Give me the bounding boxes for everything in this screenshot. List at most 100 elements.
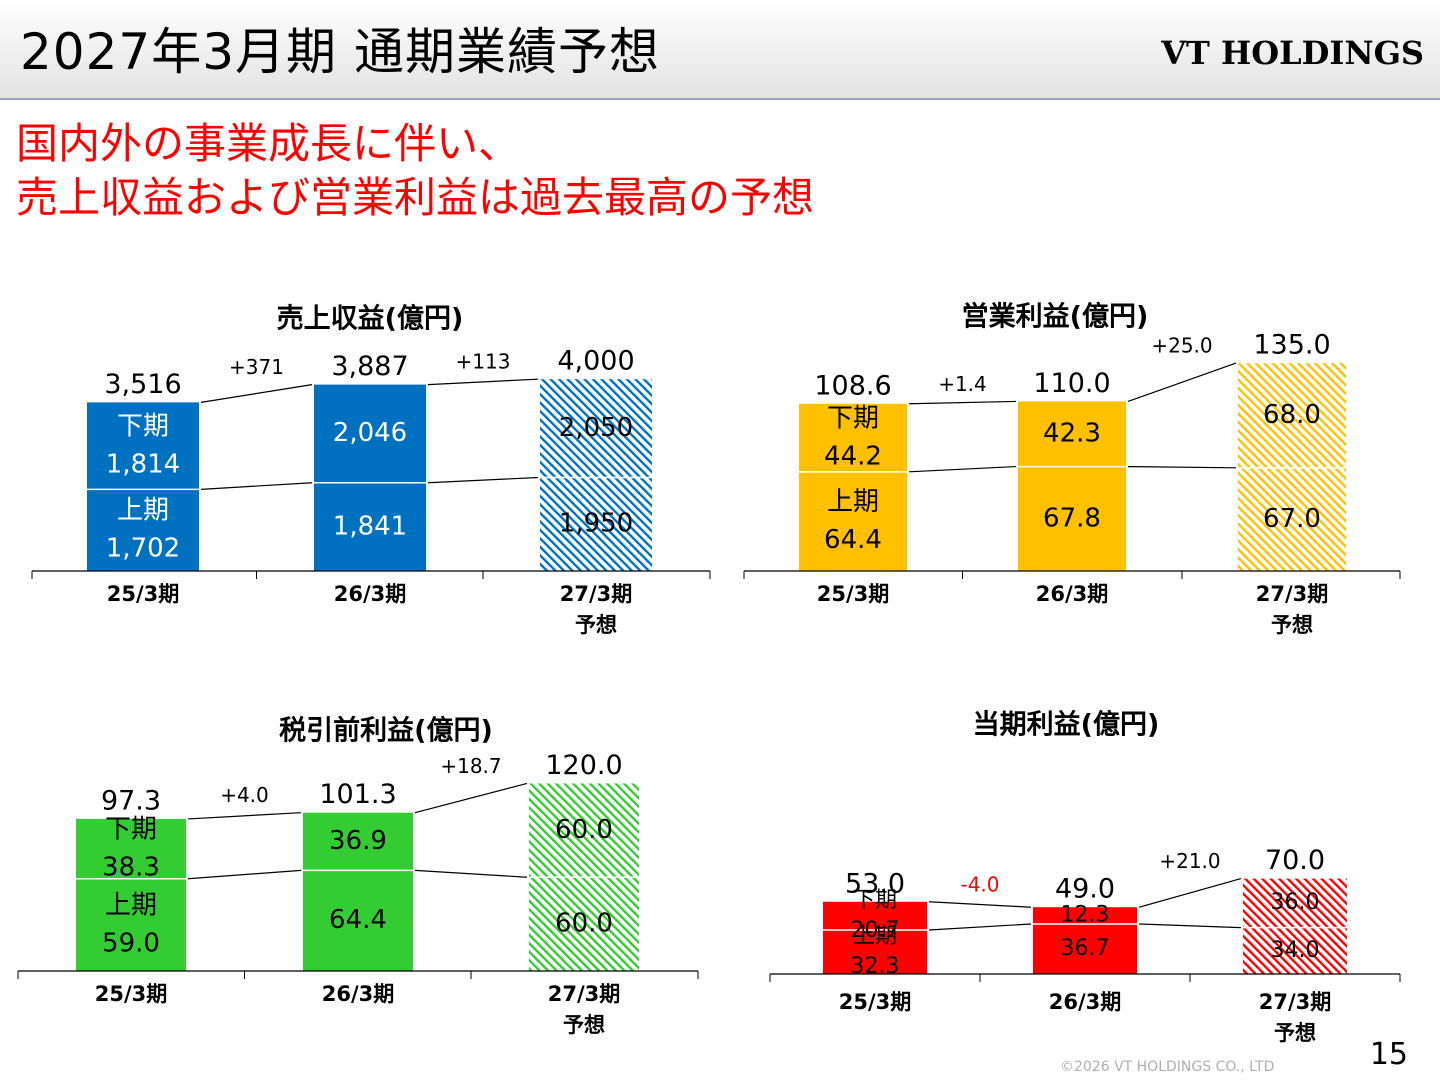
data-label: 59.0 [102, 928, 160, 958]
bar-segment-lower [799, 471, 907, 571]
bar-segment-upper [314, 384, 426, 483]
data-label: 36.9 [329, 826, 387, 856]
connector-line-total [200, 384, 313, 403]
bar-segment-upper [799, 403, 907, 472]
bar-segment-upper [1033, 907, 1137, 924]
category-label: 25/3期 [95, 982, 168, 1006]
chart-net-profit: 当期利益(億円) 上期 32.3 下期 20.7 53.0 25/3期 36.7 12.349.… [769, 710, 1401, 1045]
category-label: 27/3期 [548, 982, 621, 1006]
category-label: 27/3期 [560, 582, 633, 606]
slide-header: 2027年3月期 通期業績予想 VT HOLDINGS [0, 0, 1440, 100]
data-label: 2,046 [333, 418, 407, 448]
data-label: 38.3 [102, 852, 160, 882]
category-sublabel: 予想 [1271, 613, 1313, 637]
change-label: +25.0 [1151, 334, 1212, 358]
category-label: 26/3期 [334, 582, 407, 606]
connector-line-total [928, 901, 1032, 908]
category-label: 25/3期 [817, 582, 890, 606]
chart-revenue: 売上収益(億円) 上期 1,702 下期 1,814 3,516 25/3期 1,841 2,0… [31, 304, 711, 637]
data-label: 67.0 [1263, 504, 1321, 534]
data-label: 1,841 [333, 511, 407, 541]
change-label: +371 [229, 355, 284, 379]
change-label: -4.0 [960, 872, 999, 896]
bar-segment-upper [540, 379, 652, 478]
bar-segment-upper [87, 402, 199, 490]
connector-line-half [908, 465, 1017, 473]
bar-segment-lower [823, 929, 927, 974]
total-label: 70.0 [1265, 845, 1325, 876]
data-label: 1,814 [106, 449, 180, 479]
bar-segment-upper [1018, 401, 1126, 467]
data-label: 34.0 [1271, 938, 1320, 963]
data-label: 32.3 [851, 954, 900, 979]
data-label: 64.4 [329, 905, 387, 935]
segment-name-label: 下期 [827, 403, 879, 433]
segment-name-label: 上期 [105, 890, 157, 920]
bar-segment-upper [1238, 363, 1346, 468]
connector-line-half [200, 482, 313, 490]
change-label: +4.0 [220, 783, 269, 807]
segment-name-label: 上期 [117, 496, 169, 526]
connector-line-half [928, 923, 1032, 931]
brand-logo: VT HOLDINGS [1161, 34, 1424, 72]
chart-title: 当期利益(億円) [973, 710, 1160, 741]
segment-name-label: 下期 [853, 888, 897, 913]
bar-segment-lower [1238, 467, 1346, 571]
category-label: 27/3期 [1256, 582, 1329, 606]
change-label: +1.4 [938, 372, 987, 396]
bar-segment-upper [303, 812, 413, 871]
bar-segment-lower [1018, 466, 1126, 571]
change-label: +18.7 [440, 754, 501, 778]
connector-line-half [414, 869, 528, 878]
bar-segment-lower [314, 482, 426, 571]
segment-name-label: 上期 [853, 924, 897, 949]
bar-segment-upper [76, 818, 186, 879]
segment-name-label: 上期 [827, 487, 879, 517]
total-label: 101.3 [319, 779, 396, 810]
data-label: 42.3 [1043, 419, 1101, 449]
data-label: 64.4 [824, 525, 882, 555]
data-label: 44.2 [824, 441, 882, 471]
chart-operating-profit: 営業利益(億円) 上期 64.4 下期 44.2 108.6 25/3期 67.8 42.3 11… [743, 301, 1401, 637]
bar-segment-lower [87, 489, 199, 571]
total-label: 53.0 [845, 868, 905, 899]
total-label: 3,887 [331, 351, 408, 382]
category-label: 27/3期 [1259, 990, 1332, 1014]
data-label: 68.0 [1263, 400, 1321, 430]
category-label: 26/3期 [1036, 582, 1109, 606]
category-sublabel: 予想 [563, 1013, 605, 1037]
page-number: 15 [1369, 1037, 1408, 1072]
category-sublabel: 予想 [1274, 1021, 1316, 1045]
segment-name-label: 下期 [117, 411, 169, 441]
data-label: 1,702 [106, 534, 180, 564]
total-label: 49.0 [1055, 874, 1115, 905]
chart-title: 売上収益(億円) [277, 304, 464, 335]
data-label: 36.0 [1271, 890, 1320, 915]
connector-line-total [187, 812, 302, 820]
change-label: +113 [456, 350, 511, 374]
bar-segment-upper [1243, 878, 1347, 928]
bar-segment-lower [1243, 927, 1347, 974]
category-label: 26/3期 [322, 982, 395, 1006]
bar-segment-lower [1033, 923, 1137, 974]
category-label: 25/3期 [839, 990, 912, 1014]
bar-segment-lower [529, 877, 639, 971]
connector-line-half [187, 869, 302, 880]
chart-pretax-profit: 税引前利益(億円) 上期 59.0 下期 38.3 97.3 25/3期 64.4 36.9 10… [17, 715, 699, 1037]
bar-segment-lower [303, 870, 413, 971]
data-label: 67.8 [1043, 503, 1101, 533]
data-label: 1,950 [559, 509, 633, 539]
connector-line-total [427, 378, 539, 386]
category-label: 26/3期 [1049, 990, 1122, 1014]
data-label: 60.0 [555, 815, 613, 845]
total-label: 4,000 [557, 346, 634, 377]
total-label: 135.0 [1253, 330, 1330, 361]
bar-segment-lower [540, 477, 652, 571]
headline-line-2: 売上収益および営業利益は過去最高の予想 [16, 173, 815, 222]
connector-line-half [1138, 923, 1242, 929]
data-label: 12.3 [1061, 903, 1110, 928]
bar-segment-lower [76, 878, 186, 971]
total-label: 120.0 [545, 750, 622, 781]
headline-line-1: 国内外の事業成長に伴い、 [16, 119, 521, 168]
